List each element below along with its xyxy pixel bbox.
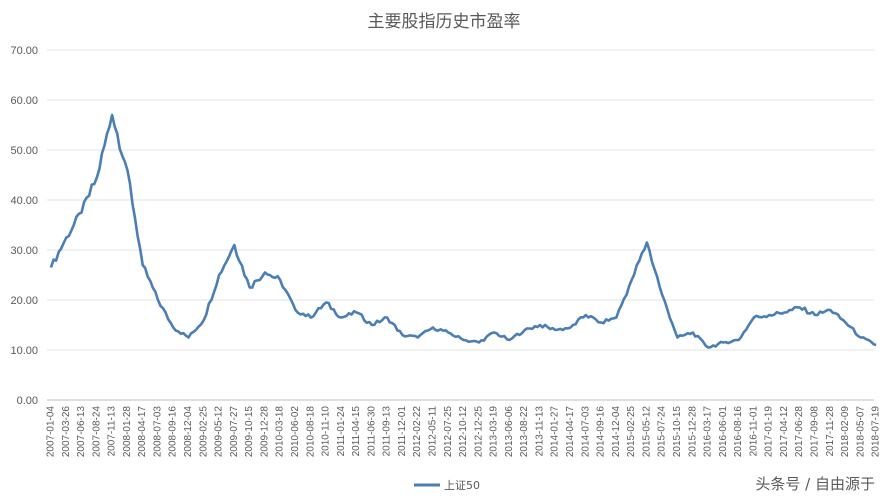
y-tick-label: 20.00 (10, 295, 38, 307)
x-tick-label: 2009-10-15 (244, 406, 255, 458)
x-tick-label: 2014-09-16 (596, 406, 607, 458)
y-tick-label: 30.00 (10, 245, 38, 257)
legend-label: 上证50 (444, 479, 480, 492)
x-tick-label: 2007-06-13 (76, 406, 87, 458)
x-tick-label: 2018-07-19 (871, 406, 882, 458)
x-tick-label: 2011-04-15 (351, 406, 362, 457)
chart-title: 主要股指历史市盈率 (368, 12, 521, 32)
x-tick-label: 2014-04-17 (565, 406, 576, 458)
x-tick-label: 2010-03-18 (275, 406, 286, 458)
y-axis-ticks: 0.00 10.00 20.00 30.00 40.00 50.00 60.00 70.00 (10, 45, 38, 407)
y-tick-label: 40.00 (10, 195, 38, 207)
x-tick-label: 2013-08-22 (519, 406, 530, 458)
legend: 上证50 (414, 479, 480, 492)
x-tick-label: 2015-02-25 (626, 406, 637, 458)
x-tick-label: 2015-05-12 (641, 406, 652, 458)
x-tick-label: 2011-12-01 (397, 406, 408, 457)
x-tick-label: 2013-03-19 (489, 406, 500, 458)
x-tick-label: 2012-07-25 (443, 406, 454, 458)
x-tick-label: 2007-03-26 (61, 406, 72, 458)
x-tick-label: 2018-02-09 (840, 406, 851, 458)
y-tick-label: 70.00 (10, 45, 38, 57)
gridlines (47, 49, 874, 401)
x-tick-label: 2015-10-15 (672, 406, 683, 458)
x-tick-label: 2012-12-25 (473, 406, 484, 458)
y-tick-label: 60.00 (10, 95, 38, 107)
x-tick-label: 2013-06-06 (504, 406, 515, 458)
x-tick-label: 2017-11-28 (825, 406, 836, 457)
x-tick-label: 2017-09-08 (810, 406, 821, 458)
x-tick-label: 2012-05-11 (428, 406, 439, 457)
watermark-text: 头条号 / 自由源于 (755, 475, 875, 493)
x-tick-label: 2014-01-27 (550, 406, 561, 458)
x-tick-label: 2012-02-22 (412, 406, 423, 458)
x-tick-label: 2018-05-07 (855, 406, 866, 458)
x-tick-label: 2014-07-03 (580, 406, 591, 458)
x-axis-ticks: 2007-01-04 2007-03-26 2007-06-13 2007-08-24… (46, 406, 882, 458)
x-tick-label: 2009-05-12 (214, 406, 225, 458)
x-tick-label: 2010-08-18 (305, 406, 316, 458)
x-tick-label: 2016-08-16 (733, 406, 744, 458)
x-tick-label: 2008-12-04 (183, 406, 194, 458)
x-tick-label: 2011-01-24 (336, 406, 347, 457)
x-tick-label: 2011-09-13 (382, 406, 393, 457)
x-tick-label: 2010-11-10 (321, 406, 332, 457)
x-tick-label: 2016-03-17 (703, 406, 714, 458)
x-tick-label: 2017-06-28 (794, 406, 805, 458)
x-tick-label: 2007-11-13 (107, 406, 118, 457)
x-tick-label: 2009-07-27 (229, 406, 240, 458)
x-tick-label: 2017-01-19 (764, 406, 775, 458)
x-tick-label: 2008-09-16 (168, 406, 179, 458)
x-tick-label: 2015-12-28 (687, 406, 698, 458)
x-tick-label: 2007-08-24 (91, 406, 102, 458)
x-tick-label: 2015-07-24 (657, 406, 668, 458)
y-tick-label: 0.00 (17, 395, 38, 407)
x-tick-label: 2012-10-12 (458, 406, 469, 458)
series-line-sz50 (49, 113, 877, 349)
x-tick-label: 2013-11-13 (534, 406, 545, 457)
x-tick-label: 2009-02-25 (198, 406, 209, 458)
x-tick-label: 2010-06-02 (290, 406, 301, 458)
y-tick-label: 50.00 (10, 145, 38, 157)
x-tick-label: 2009-12-28 (259, 406, 270, 458)
x-tick-label: 2016-06-01 (718, 406, 729, 458)
x-tick-label: 2014-12-04 (611, 406, 622, 458)
x-tick-label: 2008-04-17 (137, 406, 148, 458)
x-tick-label: 2017-04-12 (779, 406, 790, 458)
x-tick-label: 2011-06-30 (366, 406, 377, 457)
x-tick-label: 2008-01-28 (122, 406, 133, 458)
x-tick-label: 2007-01-04 (46, 406, 57, 458)
x-tick-label: 2008-07-03 (152, 406, 163, 458)
x-tick-label: 2016-11-01 (748, 406, 759, 457)
y-tick-label: 10.00 (10, 345, 38, 357)
